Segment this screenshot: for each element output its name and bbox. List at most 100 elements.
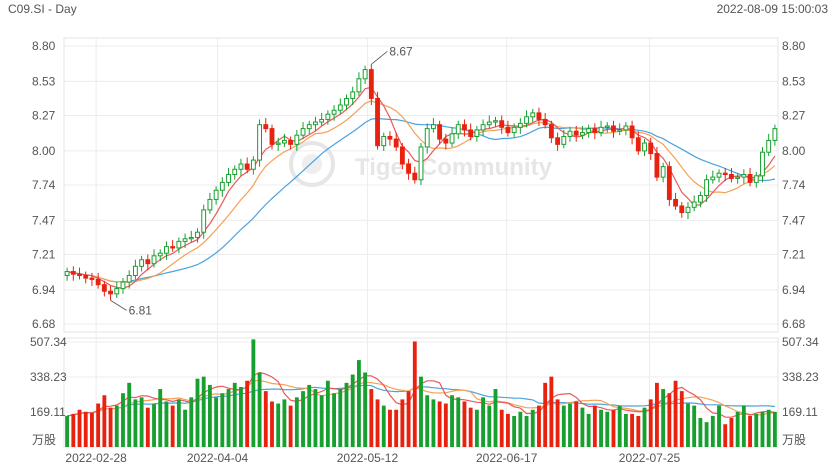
volume-bar: [313, 389, 318, 447]
candle-body: [95, 278, 101, 286]
candle-body: [611, 125, 616, 132]
candle-body: [617, 129, 623, 132]
volume-tick-label-left: 507.34: [30, 335, 67, 349]
candle-body: [455, 124, 461, 135]
volume-bar: [561, 405, 566, 447]
high-leader-line: [371, 51, 388, 65]
x-tick-label: 2022-04-04: [187, 451, 249, 465]
candle-body: [548, 124, 554, 139]
volume-bar: [394, 409, 399, 447]
candle-body: [486, 121, 492, 126]
high-annotation: 8.67: [389, 44, 413, 58]
candle-body: [114, 288, 120, 295]
candle-body: [157, 252, 163, 257]
ma10-line: [66, 100, 776, 283]
candle-body: [145, 259, 151, 265]
volume-bar: [648, 399, 653, 447]
volume-bar: [332, 393, 337, 447]
candle-body: [170, 246, 176, 249]
symbol-title: C09.SI - Day: [8, 2, 77, 16]
volume-bar: [307, 384, 312, 447]
volume-bar: [363, 372, 368, 447]
volume-bar: [686, 403, 690, 447]
candle-body: [176, 240, 182, 249]
volume-bar: [189, 397, 194, 447]
volume-bar: [493, 389, 498, 447]
volume-bar: [201, 376, 206, 447]
volume-bar: [568, 403, 572, 447]
x-tick-label: 2022-07-25: [619, 451, 681, 465]
volume-bar: [481, 397, 486, 447]
volume-bar: [388, 409, 392, 447]
candle-body: [325, 113, 331, 120]
volume-tick-label-right: 169.11: [782, 405, 818, 419]
volume-bar: [499, 409, 504, 447]
volume-bar: [220, 393, 225, 447]
volume-bar: [537, 405, 541, 447]
volume-bar: [83, 411, 88, 447]
x-tick-label: 2022-06-17: [476, 451, 538, 465]
left-axis-labels: 8.80 8.53 8.27 8.00 7.74 7.47 7.21 6.94 6.68 507.…: [30, 39, 67, 419]
price-tick-label-left: 8.80: [32, 39, 56, 53]
annotations: 8.67 6.81: [110, 44, 413, 317]
candle-body: [89, 277, 95, 280]
volume-bar: [443, 403, 448, 447]
volume-bar: [505, 413, 510, 447]
candle-body: [722, 172, 728, 176]
volume-bar: [176, 399, 181, 447]
volume-bar: [319, 395, 324, 447]
volume-bar: [400, 399, 405, 447]
volume-bar: [108, 407, 113, 447]
volume-bar: [661, 389, 666, 447]
candle-body: [592, 128, 598, 134]
volume-bar: [282, 399, 287, 447]
volume-bar: [139, 397, 144, 447]
volume-bar: [350, 374, 355, 447]
volume-bar: [425, 395, 430, 447]
candle-body: [666, 166, 672, 200]
candle-body: [697, 194, 703, 203]
price-tick-label-left: 8.53: [32, 74, 56, 88]
candle-body: [362, 69, 368, 80]
candle-body: [195, 231, 200, 238]
volume-tick-label-left: 338.23: [30, 370, 67, 384]
volume-bar: [772, 411, 777, 447]
volume-bar: [754, 413, 759, 447]
candle-body: [77, 273, 82, 276]
price-tick-label-right: 8.00: [782, 144, 806, 158]
candle-body: [64, 271, 70, 276]
volume-unit-label-right: 万股: [782, 433, 806, 447]
candle-body: [542, 118, 548, 126]
volume-bar: [183, 409, 187, 447]
candle-body: [139, 259, 145, 267]
candle-body: [244, 163, 250, 170]
candle-body: [132, 265, 138, 276]
candle-body: [772, 128, 778, 141]
candle-body: [753, 175, 759, 183]
candle-body: [182, 238, 188, 242]
candle-body: [673, 198, 678, 207]
candle-body: [462, 124, 467, 131]
volume-bar: [96, 403, 101, 447]
volume-bar: [207, 384, 212, 447]
candle-body: [530, 112, 536, 118]
candle-body: [480, 124, 486, 131]
candle-body: [691, 201, 697, 208]
candle-body: [735, 176, 741, 179]
candle-body: [375, 97, 380, 147]
volume-bar: [549, 376, 554, 447]
volume-bar: [760, 411, 765, 447]
price-tick-label-left: 6.94: [32, 283, 56, 297]
candle-body: [654, 153, 660, 178]
volume-bar: [766, 409, 771, 447]
candle-body: [604, 125, 610, 128]
price-panel-frame: [63, 37, 779, 333]
volume-unit-label: 万股: [32, 433, 56, 447]
volume-bar: [679, 391, 684, 447]
watermark-logo: [289, 141, 335, 187]
candlesticks: [64, 64, 778, 301]
price-tick-label-right: 7.21: [782, 248, 806, 262]
volume-bar: [288, 405, 293, 447]
candle-body: [642, 142, 647, 152]
volume-bar: [381, 405, 386, 447]
